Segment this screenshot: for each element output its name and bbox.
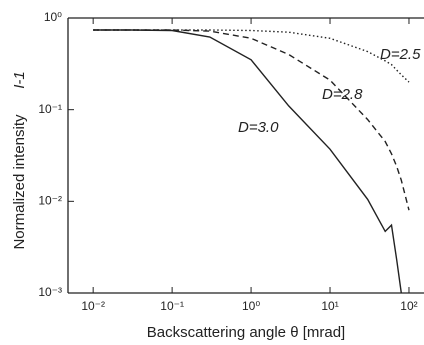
curve-label: D=3.0 [238, 119, 279, 136]
line-series [93, 29, 410, 83]
y-tick-label: 10⁻³ [38, 285, 62, 299]
x-tick-label: 10² [400, 299, 417, 313]
x-tick-label: 10⁻² [81, 299, 105, 313]
line-series [93, 29, 402, 294]
x-tick-label: 10⁻¹ [160, 299, 184, 313]
curve-label: D=2.8 [322, 86, 363, 103]
y-axis-title: Normalized intensity [11, 114, 28, 250]
x-tick-label: 10¹ [321, 299, 338, 313]
x-axis-title: Backscattering angle θ [mrad] [147, 324, 345, 341]
y-tick-label: 10⁻² [38, 194, 62, 208]
curve-label: D=2.5 [380, 46, 421, 63]
y-axis-symbol: I-1 [11, 71, 28, 89]
y-tick-label: 10⁻¹ [38, 102, 62, 116]
x-tick-label: 10⁰ [242, 299, 260, 313]
y-tick-label: 10⁰ [44, 10, 62, 24]
